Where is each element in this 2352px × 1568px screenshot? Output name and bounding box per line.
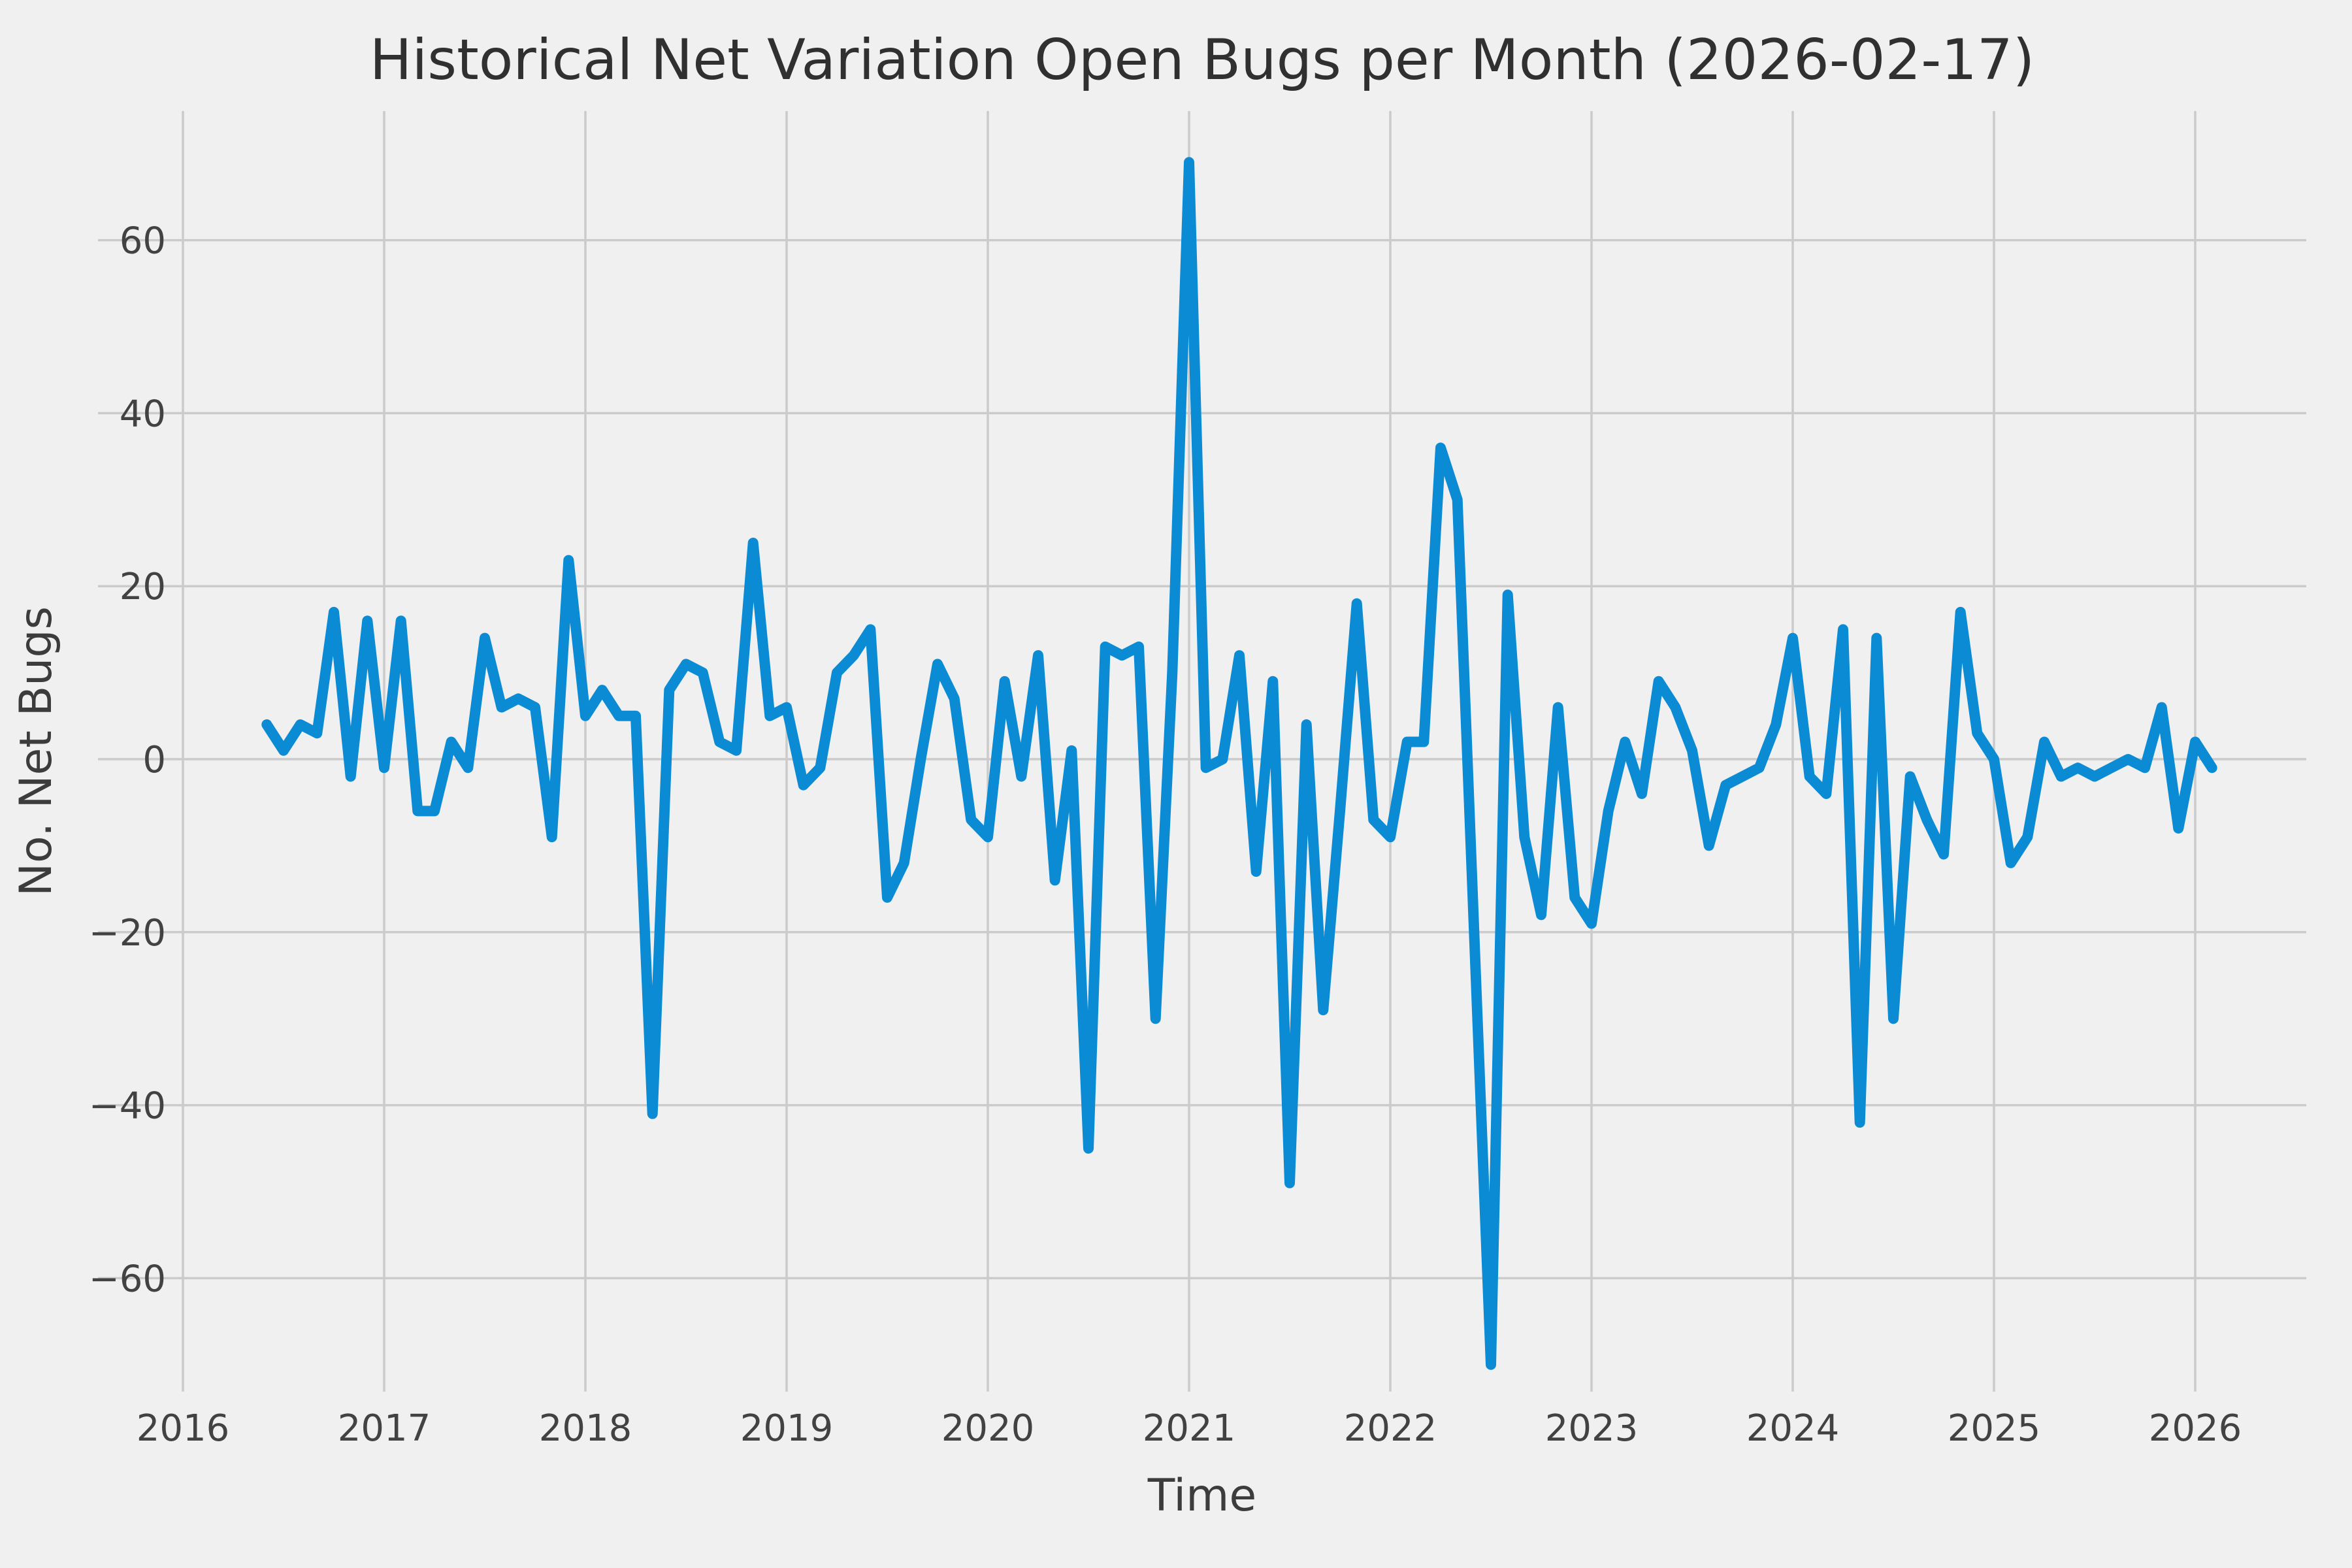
y-tick-label: 0	[142, 739, 166, 781]
x-tick-label: 2018	[539, 1407, 632, 1450]
y-axis-label: No. Net Bugs	[10, 606, 62, 896]
x-tick-label: 2020	[941, 1407, 1035, 1450]
data-series	[261, 157, 2217, 1370]
y-tick-label: 60	[120, 220, 166, 263]
x-tick-label: 2025	[1948, 1407, 2041, 1450]
series-line	[261, 157, 2217, 1370]
y-tick-label: −40	[89, 1085, 166, 1128]
x-tick-label: 2022	[1344, 1407, 1437, 1450]
y-tick-label: 40	[120, 393, 166, 435]
x-tick-label: 2019	[740, 1407, 834, 1450]
chart-title: Historical Net Variation Open Bugs per M…	[369, 27, 2035, 93]
x-tick-label: 2021	[1143, 1407, 1236, 1450]
x-tick-label: 2016	[137, 1407, 230, 1450]
y-tick-label: −20	[89, 912, 166, 955]
x-tick-label: 2023	[1545, 1407, 1639, 1450]
y-tick-label: 20	[120, 566, 166, 608]
y-tick-label: −60	[89, 1258, 166, 1300]
y-axis-tick-labels: 60 40 20 0 −20 −40 −60	[89, 220, 166, 1301]
x-tick-label: 2026	[2149, 1407, 2242, 1450]
x-axis-tick-labels: 2016 2017 2018 2019 2020 2021 2022 2023 2024 2025…	[137, 1407, 2242, 1450]
x-tick-label: 2017	[338, 1407, 431, 1450]
x-axis-label: Time	[1147, 1470, 1256, 1522]
x-tick-label: 2024	[1746, 1407, 1840, 1450]
